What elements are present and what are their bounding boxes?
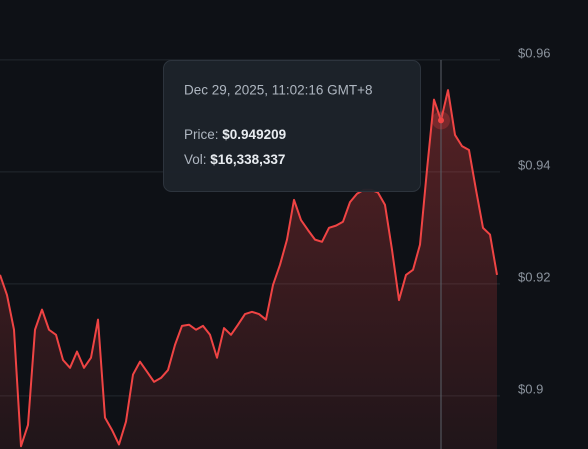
y-tick-label: $0.96 [518,45,551,60]
tooltip: Dec 29, 2025, 11:02:16 GMT+8 Price: $0.9… [163,60,421,192]
price-line [0,89,498,448]
tooltip-date: Dec 29, 2025, 11:02:16 GMT+8 [184,83,373,98]
vol-label: Vol: [184,152,207,167]
price-value: $0.949209 [222,127,286,142]
hover-dot [438,117,444,124]
price-label: Price: [184,127,219,142]
tooltip-box [163,60,421,192]
y-tick-label: $0.9 [518,381,543,396]
price-area [0,90,497,449]
vol-value: $16,338,337 [210,152,285,167]
y-tick-label: $0.92 [518,269,551,284]
tooltip-vol: Vol: $16,338,337 [184,152,285,167]
y-tick-label: $0.94 [518,157,551,172]
tooltip-price: Price: $0.949209 [184,127,286,142]
